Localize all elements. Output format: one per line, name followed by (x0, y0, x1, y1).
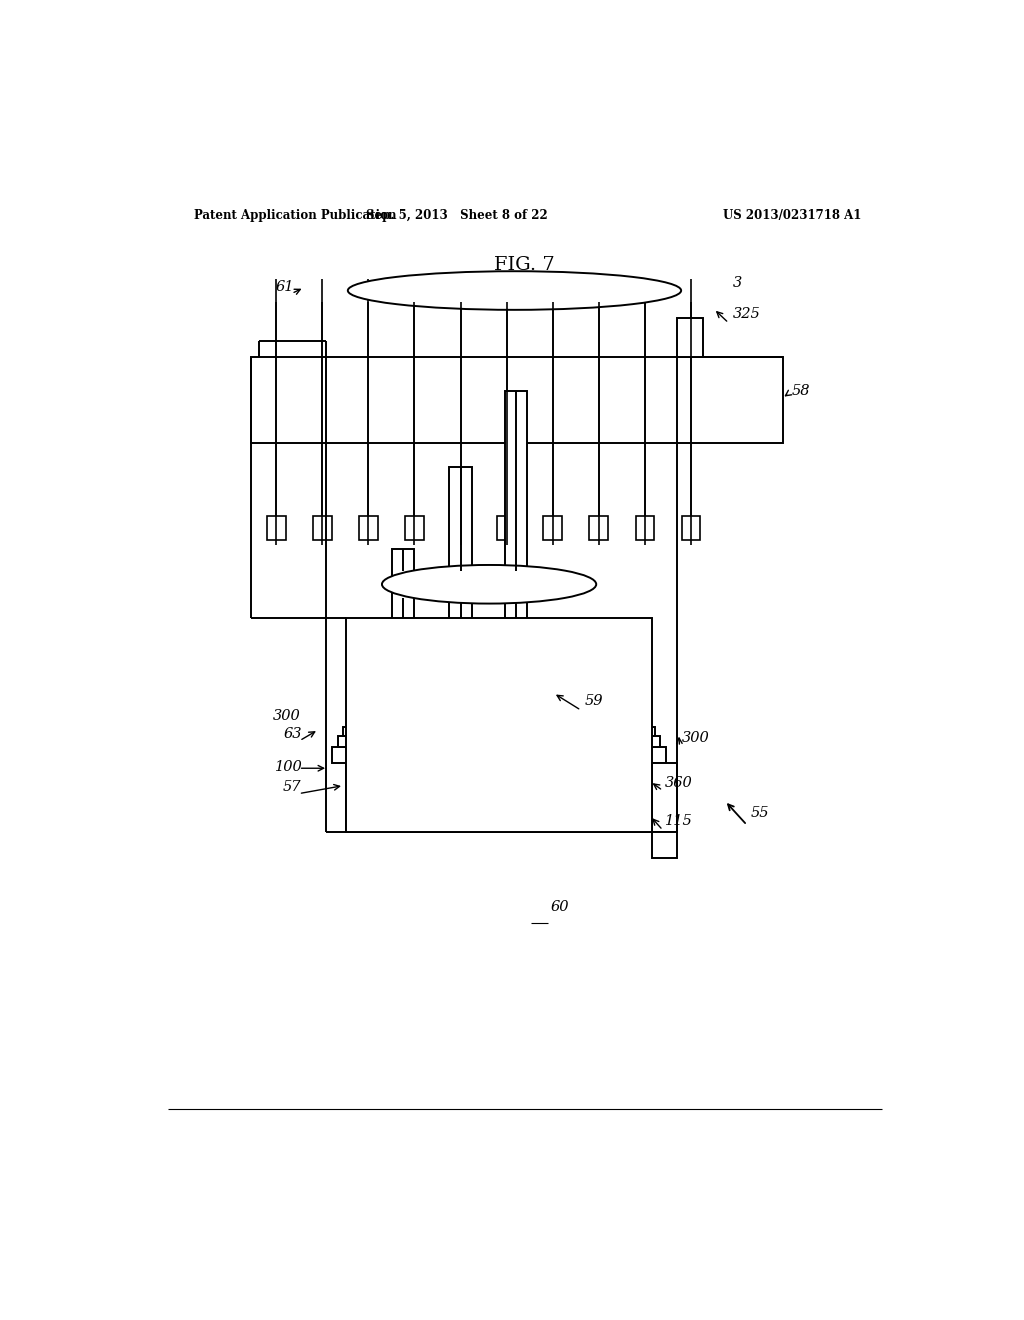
Text: 300: 300 (272, 709, 300, 723)
Text: 60: 60 (551, 899, 569, 913)
Ellipse shape (382, 565, 596, 603)
Bar (652, 763, 677, 833)
Text: Patent Application Publication: Patent Application Publication (194, 209, 396, 222)
Ellipse shape (348, 271, 681, 310)
Bar (544, 516, 562, 540)
Bar (332, 747, 666, 763)
Bar (338, 735, 659, 747)
Bar (498, 516, 516, 540)
Bar (267, 516, 286, 540)
Text: 115: 115 (666, 814, 693, 828)
Bar (452, 516, 470, 540)
Bar (406, 516, 424, 540)
Text: Sep. 5, 2013   Sheet 8 of 22: Sep. 5, 2013 Sheet 8 of 22 (367, 209, 548, 222)
Bar (682, 516, 699, 540)
Bar (346, 618, 652, 833)
Bar (590, 516, 607, 540)
Bar (313, 516, 332, 540)
Text: 61: 61 (275, 280, 294, 293)
Text: 300: 300 (682, 731, 710, 744)
Text: 57: 57 (283, 780, 301, 793)
Bar (505, 391, 527, 726)
Text: 55: 55 (751, 807, 769, 820)
Bar (343, 726, 655, 735)
Bar (392, 549, 415, 726)
Text: 100: 100 (274, 760, 302, 775)
Text: 360: 360 (666, 776, 693, 789)
Bar (346, 763, 652, 833)
Text: 59: 59 (585, 694, 603, 709)
Text: 58: 58 (792, 384, 810, 399)
Bar (636, 516, 653, 540)
Text: 3: 3 (733, 276, 742, 290)
Text: 63: 63 (284, 727, 302, 741)
Text: FIG. 7: FIG. 7 (495, 256, 555, 275)
Bar (359, 516, 378, 540)
Bar (450, 467, 472, 726)
Bar (251, 356, 782, 444)
Bar (652, 833, 677, 858)
Text: US 2013/0231718 A1: US 2013/0231718 A1 (723, 209, 861, 222)
Text: 325: 325 (733, 308, 761, 321)
Bar (677, 318, 702, 356)
